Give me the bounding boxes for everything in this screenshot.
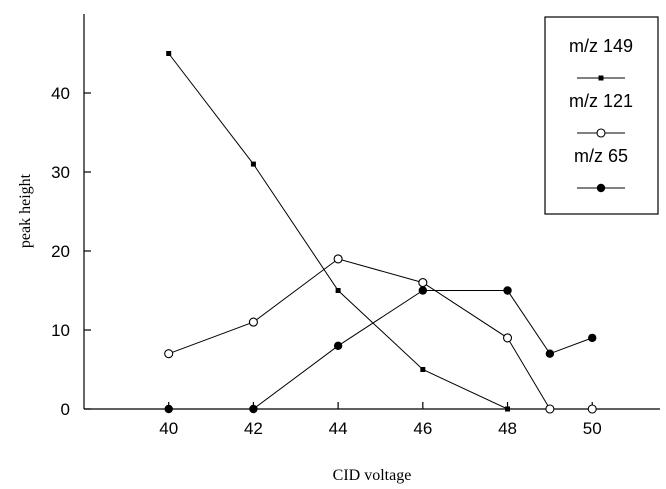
data-point [164,404,173,414]
x-tick-label: 48 [498,419,517,438]
legend: m/z 149 m/z 121 m/z 65 [544,16,659,215]
series-group [168,290,593,410]
x-axis-ticks: 40 42 44 46 48 50 [159,402,602,438]
data-point [587,404,597,414]
series-markers [164,286,597,414]
data-point [335,288,341,293]
data-point [545,404,555,414]
y-axis-ticks: 0 10 20 30 40 [51,84,91,419]
series-markers [164,254,597,414]
series-line [168,290,593,410]
data-point [545,349,555,358]
data-point [503,286,512,295]
data-point [333,341,343,350]
plot-area: 0 10 20 30 40 40 42 44 46 48 50 [51,14,660,438]
legend-swatch-marker [596,183,606,193]
x-tick-label: 46 [413,419,432,438]
data-point [333,254,343,264]
y-tick-label: 20 [51,242,70,261]
legend-swatch-marker [598,75,604,81]
x-tick-label: 50 [583,419,602,438]
y-tick-label: 30 [51,163,70,182]
series-line [168,258,593,410]
legend-label: m/z 121 [569,91,633,111]
series-group [168,258,593,410]
legend-box [544,16,659,215]
x-tick-label: 42 [244,419,263,438]
y-tick-label: 40 [51,84,70,103]
data-point [505,406,511,412]
data-point [248,317,258,327]
data-point [502,333,513,343]
legend-label: m/z 65 [574,146,628,166]
data-point [418,278,428,288]
legend-label: m/z 149 [569,36,633,56]
data-point [249,404,258,414]
data-point [250,161,256,167]
data-point [420,367,426,372]
series-markers [166,51,595,412]
x-tick-label: 40 [159,419,178,438]
legend-items: m/z 149 m/z 121 m/z 65 [569,36,633,193]
legend-swatch-marker [596,128,606,138]
data-point [166,51,172,56]
series-line [168,53,593,410]
data-point [418,286,428,295]
x-tick-label: 44 [329,419,348,438]
x-axis-title: CID voltage [333,467,412,484]
y-axis-title: peak height [17,173,34,248]
series-group [168,53,593,410]
data-point [588,333,597,343]
data-point [164,349,174,359]
y-tick-label: 0 [61,400,70,419]
y-tick-label: 10 [51,321,70,340]
series-layer [164,51,597,414]
